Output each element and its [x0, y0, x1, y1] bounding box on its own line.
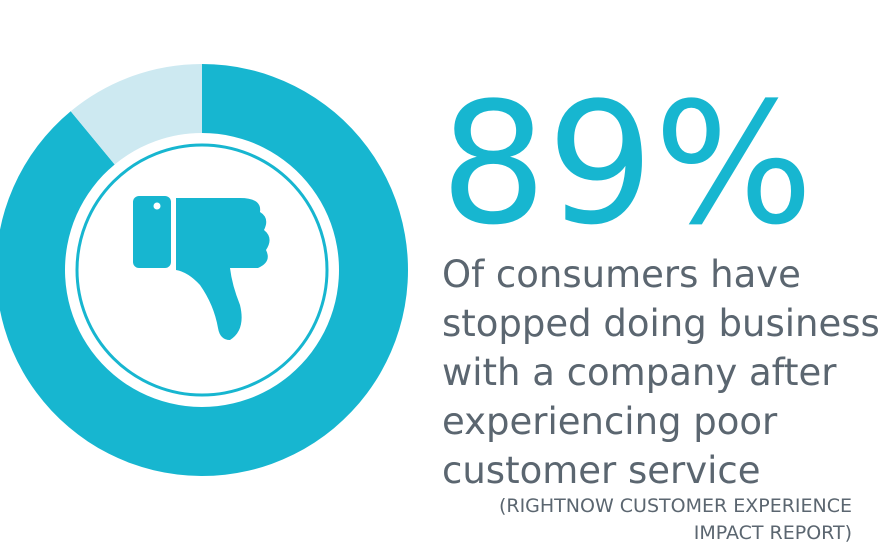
- donut-segment: [70, 64, 202, 165]
- source-line: (RIGHTNOW CUSTOMER EXPERIENCE: [499, 495, 852, 517]
- description-line: customer service: [442, 449, 761, 492]
- description-line: stopped doing business: [442, 302, 880, 345]
- headline-stat: 89%: [440, 66, 813, 262]
- donut-chart: [0, 64, 408, 476]
- description-line: with a company after: [442, 351, 837, 394]
- source-line: IMPACT REPORT): [694, 522, 852, 544]
- description-line: experiencing poor: [442, 400, 778, 443]
- thumbs-down-icon: [133, 196, 270, 340]
- description-line: Of consumers have: [442, 253, 801, 296]
- donut-segment: [0, 64, 408, 476]
